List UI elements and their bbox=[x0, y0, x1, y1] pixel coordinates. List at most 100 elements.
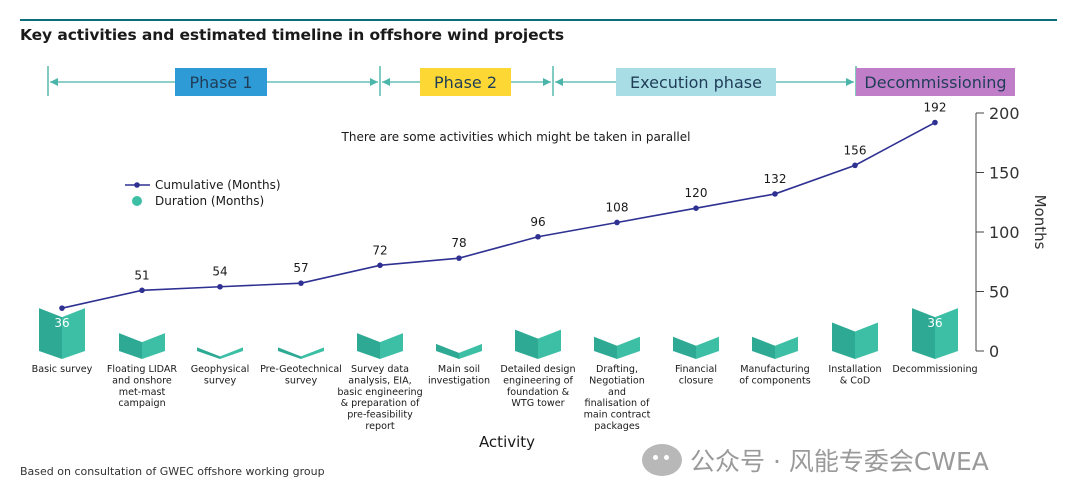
duration-bar-right-panel bbox=[538, 329, 561, 359]
cumulative-point bbox=[217, 283, 223, 290]
duration-bar-value: 36 bbox=[54, 316, 69, 330]
duration-bar-value: 15 bbox=[134, 316, 149, 330]
category-label: & CoD bbox=[840, 375, 871, 386]
phase-label-box bbox=[616, 68, 776, 96]
cumulative-value-label: 132 bbox=[764, 172, 787, 186]
cumulative-value-label: 192 bbox=[924, 101, 947, 115]
duration-bar-value: 36 bbox=[54, 247, 69, 261]
category-label: Manufacturing bbox=[740, 364, 809, 375]
x-axis-title: Activity bbox=[479, 433, 535, 451]
duration-bar-left-panel bbox=[436, 343, 459, 359]
category-label: Decommissioning bbox=[892, 364, 977, 375]
category-label: Drafting, bbox=[596, 364, 638, 375]
category-label: Floating LIDAR bbox=[107, 364, 178, 375]
category-label: Detailed design bbox=[500, 364, 575, 375]
phase-arrow-head bbox=[555, 78, 563, 86]
cumulative-value-label: 54 bbox=[212, 265, 227, 279]
duration-bar-right-panel bbox=[220, 347, 243, 359]
category-label: report bbox=[365, 421, 395, 432]
legend-bar-swatch bbox=[132, 196, 142, 206]
cumulative-point bbox=[535, 233, 541, 240]
cumulative-point bbox=[139, 287, 145, 294]
y-axis-tick-label: 0 bbox=[989, 342, 999, 361]
y-axis-title: Months bbox=[1031, 195, 1049, 250]
category-label: Installation bbox=[828, 364, 881, 375]
cumulative-point bbox=[59, 305, 65, 311]
duration-bar-right-panel bbox=[459, 343, 482, 359]
cumulative-point bbox=[932, 119, 938, 126]
watermark-text: 公众号 · 风能专委会CWEA bbox=[690, 447, 989, 476]
category-label: finalisation of bbox=[585, 398, 651, 409]
duration-bar-right-panel bbox=[935, 308, 958, 359]
category-label: basic engineering bbox=[337, 387, 422, 398]
category-label: closure bbox=[679, 375, 714, 386]
cumulative-value-label: 120 bbox=[685, 186, 708, 200]
category-label: main contract bbox=[584, 410, 651, 421]
duration-bar-left-panel bbox=[912, 308, 935, 359]
category-label: packages bbox=[594, 421, 640, 432]
category-label: engineering of bbox=[503, 375, 573, 386]
cumulative-point bbox=[852, 162, 858, 169]
duration-bar-left-panel bbox=[119, 333, 142, 359]
phase-label-box bbox=[175, 68, 267, 96]
cumulative-value-label: 108 bbox=[606, 200, 629, 214]
duration-bar-value: 12 bbox=[767, 316, 782, 330]
duration-bar-value: 36 bbox=[927, 316, 942, 330]
phase-arrow-head bbox=[543, 78, 551, 86]
duration-bar-right-panel bbox=[301, 347, 324, 359]
phase-label: Execution phase bbox=[630, 73, 762, 92]
phase-arrow-head bbox=[846, 78, 854, 86]
legend-label-duration: Duration (Months) bbox=[155, 194, 264, 208]
phase-label-box bbox=[420, 68, 511, 96]
cumulative-point bbox=[377, 262, 383, 269]
category-label: survey bbox=[204, 375, 237, 386]
category-label: pre-feasibility bbox=[347, 410, 413, 421]
category-label: met-mast bbox=[119, 387, 166, 398]
duration-bar-left-panel bbox=[752, 336, 775, 359]
phase-arrow-head bbox=[50, 78, 58, 86]
duration-bar-right-panel bbox=[696, 336, 719, 359]
cumulative-point bbox=[614, 219, 620, 226]
category-label: WTG tower bbox=[511, 398, 564, 409]
category-label: Geophysical bbox=[191, 364, 250, 375]
duration-bar-left-panel bbox=[197, 347, 220, 359]
phase-label: Phase 2 bbox=[434, 73, 497, 92]
category-label: survey bbox=[285, 375, 318, 386]
category-label: Financial bbox=[675, 364, 717, 375]
cumulative-point bbox=[693, 205, 699, 211]
duration-bar-left-panel bbox=[673, 336, 696, 359]
category-label: and bbox=[608, 387, 626, 398]
duration-bar-right-panel bbox=[617, 336, 640, 359]
category-label: Basic survey bbox=[32, 364, 93, 375]
category-label: Negotiation bbox=[589, 375, 645, 386]
legend-line-marker bbox=[134, 182, 140, 188]
phase-label: Decommissioning bbox=[864, 73, 1006, 92]
duration-bar-value: 24 bbox=[847, 316, 862, 330]
legend-label-cumulative: Cumulative (Months) bbox=[155, 178, 281, 192]
cumulative-value-label: 51 bbox=[134, 268, 149, 282]
duration-bar-value: 12 bbox=[688, 316, 703, 330]
phase-label-box bbox=[856, 68, 1015, 96]
duration-bar-left-panel bbox=[594, 336, 617, 359]
duration-bar-left-panel bbox=[278, 347, 301, 359]
duration-bar-right-panel bbox=[775, 336, 798, 359]
category-label: and onshore bbox=[112, 375, 172, 386]
cumulative-point bbox=[772, 191, 778, 197]
duration-bar-value: 12 bbox=[609, 316, 624, 330]
category-label: of components bbox=[739, 375, 811, 386]
duration-bar-value: 6 bbox=[455, 339, 463, 353]
y-axis-tick-label: 50 bbox=[989, 283, 1009, 302]
cumulative-point bbox=[456, 255, 462, 261]
duration-bar-value: 18 bbox=[530, 316, 545, 330]
category-label: & preparation of bbox=[341, 398, 420, 409]
y-axis-tick-label: 150 bbox=[989, 164, 1020, 183]
phase-label: Phase 1 bbox=[189, 73, 252, 92]
watermark: 公众号 · 风能专委会CWEA bbox=[642, 442, 989, 478]
category-label: Main soil bbox=[438, 364, 480, 375]
wechat-icon bbox=[642, 444, 682, 476]
duration-bar-value: 3 bbox=[216, 339, 224, 353]
chart-title: Key activities and estimated timeline in… bbox=[20, 26, 565, 44]
footer-source: Based on consultation of GWEC offshore w… bbox=[20, 465, 325, 478]
phase-arrow-head bbox=[370, 78, 378, 86]
